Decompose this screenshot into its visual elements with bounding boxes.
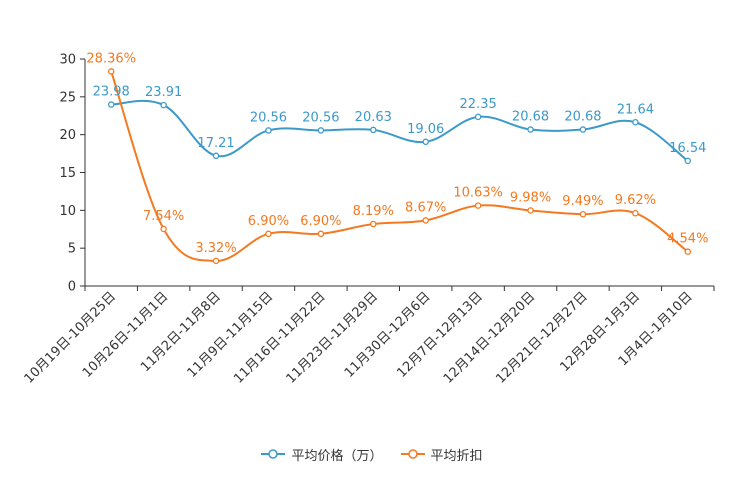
label-layer: 23.98 23.91 17.21 20.56 20.56 20.63 19.06 22.35…: [86, 51, 708, 255]
y-tick-label: 20: [59, 128, 76, 143]
data-label: 20.68: [564, 110, 601, 125]
data-point: [579, 210, 587, 218]
data-label: 28.36%: [86, 51, 136, 66]
data-point: [317, 127, 325, 134]
x-tick-label: 12月14日-12月20日: [441, 289, 538, 386]
data-label: 6.90%: [300, 214, 341, 229]
data-point: [684, 157, 692, 165]
data-label: 9.62%: [615, 193, 656, 208]
x-tick-label: 12月21日-12月27日: [493, 289, 590, 386]
legend: 平均价格（万） 平均折扣: [0, 444, 744, 464]
data-label: 9.98%: [510, 190, 551, 205]
data-point: [212, 152, 220, 160]
data-label: 9.49%: [562, 194, 603, 209]
data-label: 3.32%: [195, 241, 236, 256]
data-point: [370, 126, 377, 134]
y-tick-label: 0: [68, 280, 76, 295]
data-point: [212, 257, 220, 265]
data-label: 7.54%: [143, 209, 184, 224]
x-tick-label: 11月23日-11月29日: [284, 289, 381, 386]
data-point: [422, 138, 429, 146]
x-tick-label: 11月16日-11月22日: [231, 289, 328, 386]
data-point: [265, 230, 272, 238]
data-label: 23.91: [145, 85, 182, 100]
data-label: 20.63: [355, 110, 392, 125]
data-label: 17.21: [197, 136, 234, 151]
data-label: 16.54: [669, 141, 706, 156]
data-point: [422, 217, 429, 224]
data-label: 20.56: [250, 110, 287, 125]
data-point: [579, 126, 587, 133]
data-label: 20.68: [512, 110, 549, 125]
data-point: [265, 127, 272, 134]
x-tick-label: 10月19日-10月25日: [22, 289, 119, 386]
y-tick-label: 25: [59, 90, 76, 105]
line-chart: 05101520253010月19日-10月25日10月26日-11月1日11月…: [22, 51, 715, 387]
legend-label-discount: 平均折扣: [430, 448, 483, 464]
data-point: [684, 248, 692, 255]
data-label: 19.06: [407, 122, 444, 137]
data-point: [632, 119, 639, 126]
data-label: 6.90%: [248, 214, 289, 229]
data-point: [527, 207, 534, 214]
legend-line-circle-icon: [400, 449, 425, 459]
data-point: [370, 220, 377, 228]
data-label: 4.54%: [667, 232, 708, 247]
data-point: [317, 230, 325, 238]
legend-item-discount[interactable]: 平均折扣: [400, 445, 483, 464]
data-point: [632, 209, 639, 217]
series-line-1: [110, 71, 689, 262]
y-tick-label: 5: [68, 242, 76, 257]
y-tick-label: 10: [59, 204, 76, 219]
data-label: 8.19%: [353, 204, 394, 219]
data-point: [107, 101, 115, 108]
data-point: [160, 225, 167, 233]
data-label: 8.67%: [405, 200, 446, 215]
data-label: 20.56: [302, 110, 339, 125]
series-line-0: [111, 99, 689, 162]
series-layer: [107, 68, 692, 265]
data-label: 10.63%: [453, 186, 503, 201]
data-point: [107, 68, 115, 75]
data-point: [160, 101, 167, 109]
data-label: 23.98: [93, 85, 130, 100]
data-point: [527, 126, 534, 133]
data-point: [474, 113, 482, 121]
legend-line-circle-icon: [261, 449, 286, 459]
legend-item-price[interactable]: 平均价格（万）: [261, 445, 383, 464]
data-label: 21.64: [617, 102, 654, 117]
data-point: [474, 202, 482, 209]
y-tick-label: 15: [59, 166, 76, 181]
legend-label-price: 平均价格（万）: [291, 448, 383, 464]
data-label: 22.35: [460, 97, 497, 112]
y-tick-label: 30: [59, 53, 76, 68]
